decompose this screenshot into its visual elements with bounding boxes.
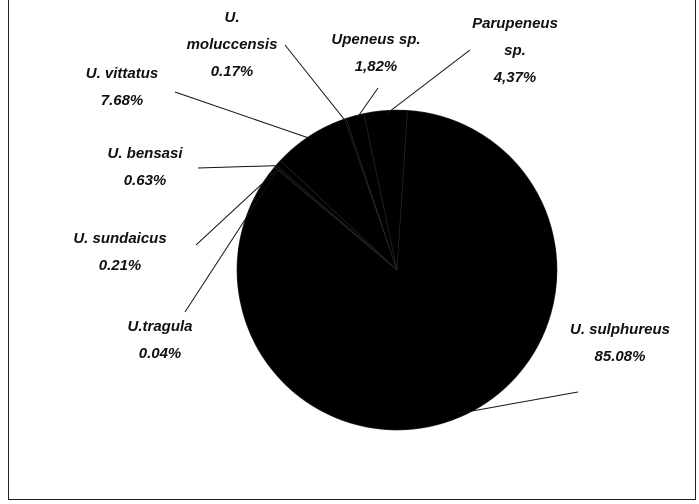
leader-line xyxy=(174,91,313,140)
category-label: U. moluccensis xyxy=(186,9,278,53)
slice-label: Upeneus sp. 1,82% xyxy=(331,26,420,80)
slice-label: U. sundaicus 0.21% xyxy=(73,225,166,279)
category-label: U.tragula xyxy=(127,318,193,335)
category-label: U. bensasi xyxy=(107,145,183,162)
value-label: 0.17% xyxy=(210,63,254,80)
slice-label: U.tragula 0.04% xyxy=(127,313,192,367)
category-label: Parupeneus sp. xyxy=(472,15,558,59)
pie-slice xyxy=(236,110,558,431)
category-label: U. sundaicus xyxy=(73,230,167,247)
value-label: 0.63% xyxy=(123,172,167,189)
frame xyxy=(8,0,696,500)
leader-line xyxy=(184,169,279,313)
leader-line xyxy=(355,87,379,120)
value-label: 1,82% xyxy=(354,58,398,75)
value-label: 4,37% xyxy=(493,69,537,86)
pie-slice xyxy=(345,113,398,271)
slice-label: U. sulphureus 85.08% xyxy=(570,316,670,370)
value-label: 7.68% xyxy=(100,92,144,109)
category-label: Upeneus sp. xyxy=(331,31,421,48)
leader-line xyxy=(195,168,279,246)
category-label: U. sulphureus xyxy=(569,321,671,338)
leader-line xyxy=(385,49,471,115)
value-label: 0.21% xyxy=(98,257,142,274)
category-label: U. vittatus xyxy=(85,65,159,82)
leader-line xyxy=(458,391,579,414)
leader-line xyxy=(284,44,347,123)
value-label: 85.08% xyxy=(594,348,646,365)
slice-label: U. moluccensis 0.17% xyxy=(182,4,282,85)
slice-label: U. bensasi 0.63% xyxy=(107,140,182,194)
slice-label: U. vittatus 7.68% xyxy=(86,60,159,114)
leader-line xyxy=(197,165,282,169)
value-label: 0.04% xyxy=(138,345,182,362)
slice-label: Parupeneus sp. 4,37% xyxy=(470,10,560,91)
